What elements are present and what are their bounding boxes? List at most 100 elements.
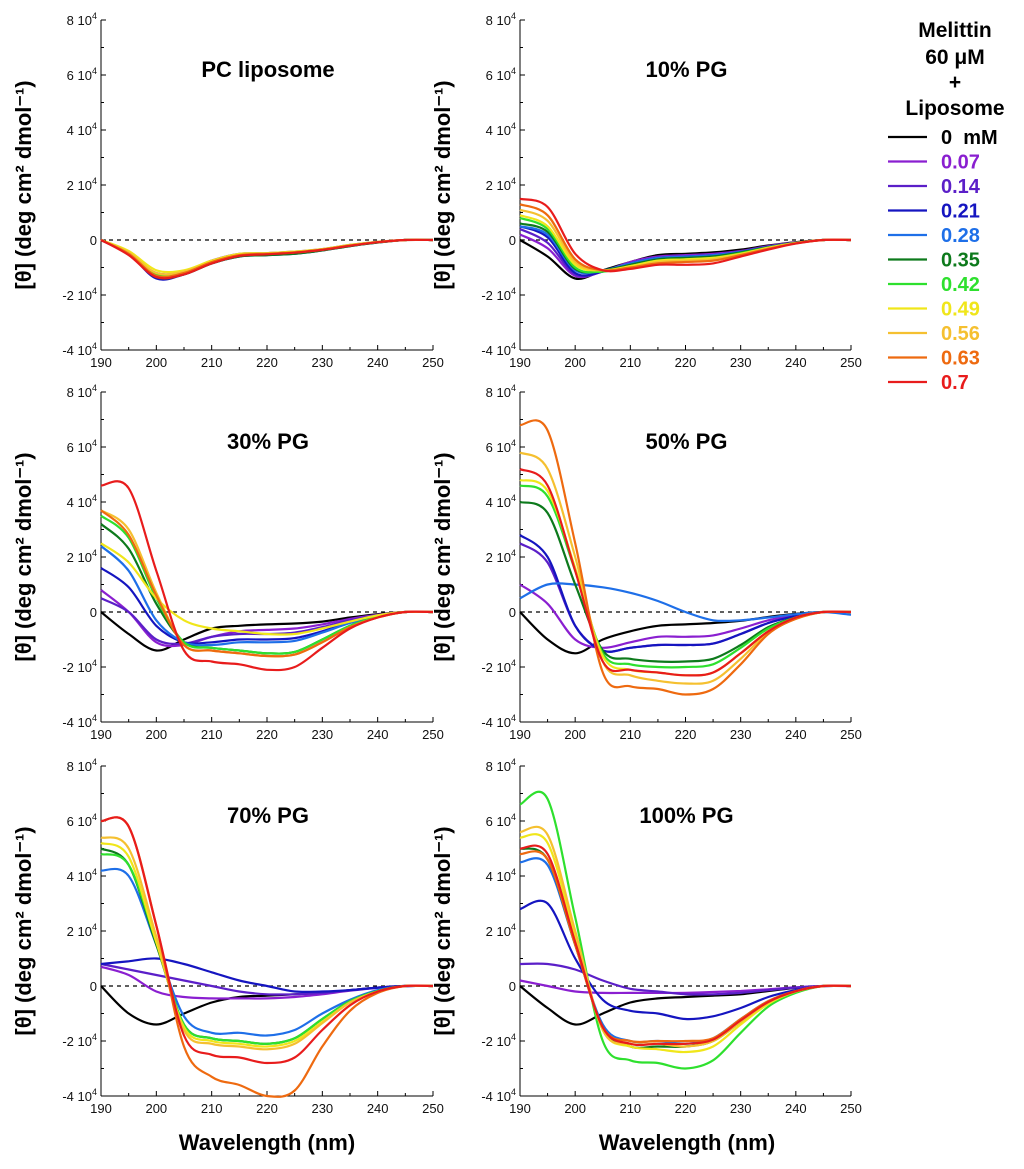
x-tick-label: 200 — [145, 1101, 167, 1116]
y-tick-label: 2 104 — [486, 922, 516, 939]
y-tick-label: 4 104 — [486, 867, 516, 884]
y-tick-label: -2 104 — [481, 658, 516, 675]
y-tick-label: -4 104 — [62, 713, 97, 730]
x-tick-label: 220 — [675, 1101, 697, 1116]
y-tick-label: 2 104 — [67, 548, 97, 565]
y-tick-label: -2 104 — [62, 658, 97, 675]
y-tick-label: -4 104 — [481, 341, 516, 358]
y-tick-label: 8 104 — [486, 757, 516, 774]
x-tick-label: 230 — [311, 355, 333, 370]
y-tick-label: -2 104 — [481, 1032, 516, 1049]
x-tick-label: 230 — [730, 355, 752, 370]
series-line-0-14 — [519, 542, 852, 653]
x-tick-label: 230 — [730, 1101, 752, 1116]
y-axis-label: [θ] (deg cm² dmol⁻¹) — [11, 452, 36, 661]
x-tick-label: 250 — [840, 727, 862, 742]
series-line-0-56 — [100, 836, 434, 1051]
legend-label: 0.42 — [941, 274, 980, 296]
panel-title: 70% PG — [227, 803, 309, 828]
y-tick-label: -4 104 — [62, 341, 97, 358]
y-tick-label: 8 104 — [486, 383, 516, 400]
y-tick-label: 6 104 — [67, 812, 97, 829]
legend-label: 0.07 — [941, 152, 980, 174]
x-tick-label: 250 — [422, 1101, 444, 1116]
y-tick-label: 4 104 — [67, 867, 97, 884]
x-axis-label-right: Wavelength (nm) — [599, 1130, 775, 1155]
y-tick-label: 2 104 — [67, 176, 97, 193]
series-line-0-7 — [519, 197, 852, 273]
legend-label: 0.56 — [941, 323, 980, 345]
x-tick-label: 220 — [675, 727, 697, 742]
x-tick-label: 190 — [90, 727, 112, 742]
y-tick-label: -2 104 — [62, 1032, 97, 1049]
panel-1: -4 104 -2 104 0 2 104 4 104 6 104 8 104 190 200 2… — [11, 11, 444, 370]
x-tick-label: 240 — [785, 355, 807, 370]
series-line-0-7 — [100, 480, 434, 672]
legend-label: 0.63 — [941, 348, 980, 370]
x-tick-label: 220 — [675, 355, 697, 370]
x-tick-label: 210 — [619, 355, 641, 370]
x-tick-label: 250 — [840, 355, 862, 370]
x-tick-label: 220 — [256, 1101, 278, 1116]
panel-title: PC liposome — [201, 57, 334, 82]
series-line-0-28 — [100, 867, 434, 1037]
x-tick-label: 240 — [785, 727, 807, 742]
panel-title: 100% PG — [639, 803, 733, 828]
y-axis-label: [θ] (deg cm² dmol⁻¹) — [430, 452, 455, 661]
x-tick-label: 240 — [367, 727, 389, 742]
x-tick-label: 230 — [311, 727, 333, 742]
x-tick-label: 200 — [564, 355, 586, 370]
y-axis-label: [θ] (deg cm² dmol⁻¹) — [11, 80, 36, 289]
series-line-0-7 — [100, 238, 434, 280]
x-tick-label: 210 — [619, 727, 641, 742]
panel-title: 10% PG — [646, 57, 728, 82]
x-tick-label: 210 — [201, 1101, 223, 1116]
series-line-0-63 — [519, 419, 852, 696]
y-tick-label: 4 104 — [67, 493, 97, 510]
legend-label: 0.28 — [941, 225, 980, 247]
legend-label: 0.35 — [941, 250, 980, 272]
series-line-0-7 — [100, 816, 434, 1065]
y-tick-label: 6 104 — [67, 66, 97, 83]
y-axis-label: [θ] (deg cm² dmol⁻¹) — [11, 826, 36, 1035]
series-line-0-35 — [100, 847, 434, 1045]
series-line-0-49 — [100, 542, 434, 636]
y-tick-label: 2 104 — [486, 548, 516, 565]
y-tick-label: 6 104 — [486, 812, 516, 829]
y-tick-label: 0 — [509, 605, 516, 620]
y-tick-label: 8 104 — [67, 11, 97, 28]
y-tick-label: 8 104 — [67, 383, 97, 400]
x-tick-label: 200 — [145, 355, 167, 370]
x-tick-label: 250 — [422, 727, 444, 742]
series-line-0-14 — [519, 962, 852, 996]
y-tick-label: 6 104 — [67, 438, 97, 455]
x-tick-label: 230 — [311, 1101, 333, 1116]
legend-label: 0.21 — [941, 201, 980, 223]
y-axis-label: [θ] (deg cm² dmol⁻¹) — [430, 80, 455, 289]
series-line-0-42 — [519, 790, 852, 1070]
y-tick-label: 0 — [90, 233, 97, 248]
y-tick-label: 0 — [509, 979, 516, 994]
x-tick-label: 240 — [367, 355, 389, 370]
legend-title-line-4: Liposome — [905, 97, 1004, 120]
series-line-0-7 — [519, 844, 852, 1047]
panel-6: -4 104 -2 104 0 2 104 4 104 6 104 8 104 190 200 2… — [430, 757, 862, 1116]
legend-entries: 0 mM 0.070.14 0.210.28 0.350.42 0.490.56 0.63… — [888, 127, 998, 394]
x-tick-label: 210 — [201, 355, 223, 370]
legend-label: 0.49 — [941, 299, 980, 321]
y-axis-label: [θ] (deg cm² dmol⁻¹) — [430, 826, 455, 1035]
x-tick-label: 250 — [422, 355, 444, 370]
x-tick-label: 250 — [840, 1101, 862, 1116]
x-tick-label: 220 — [256, 355, 278, 370]
y-tick-label: 6 104 — [486, 66, 516, 83]
y-tick-label: 2 104 — [67, 922, 97, 939]
x-tick-label: 190 — [90, 1101, 112, 1116]
y-tick-label: 4 104 — [486, 121, 516, 138]
series-line-0-21 — [100, 957, 434, 994]
y-tick-label: 0 — [90, 605, 97, 620]
y-tick-label: 0 — [509, 233, 516, 248]
x-tick-label: 190 — [509, 355, 531, 370]
x-tick-label: 240 — [785, 1101, 807, 1116]
x-tick-label: 200 — [564, 727, 586, 742]
